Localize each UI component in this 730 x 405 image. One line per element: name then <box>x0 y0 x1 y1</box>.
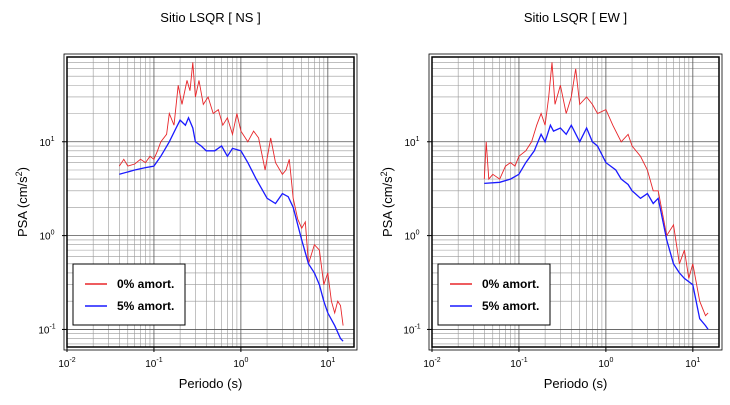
y-axis-label-part: PSA (cm/s <box>15 176 30 237</box>
plot-frame-outer <box>428 53 723 351</box>
y-tick-label: 10-1 <box>38 323 55 336</box>
series-line <box>483 62 709 317</box>
y-axis-label-part: PSA (cm/s <box>380 176 395 237</box>
tick-base: 10 <box>404 138 416 149</box>
legend-box <box>437 263 551 326</box>
legend-label: 0% amort. <box>117 277 174 291</box>
tick-base: 10 <box>145 359 157 370</box>
tick-base: 10 <box>38 325 50 336</box>
tick-exponent: 0 <box>51 230 55 237</box>
tick-base: 10 <box>598 359 610 370</box>
tick-base: 10 <box>510 359 522 370</box>
tick-exponent: -1 <box>521 357 527 364</box>
legend-label: 5% amort. <box>482 299 539 313</box>
tick-base: 10 <box>320 359 332 370</box>
y-axis-label: PSA (cm/s2) <box>14 167 30 237</box>
x-tick-label: 10-1 <box>510 357 527 370</box>
tick-exponent: -2 <box>69 357 75 364</box>
series-line <box>118 62 344 326</box>
x-tick-label: 100 <box>233 357 248 370</box>
y-axis-label: PSA (cm/s2) <box>379 167 395 237</box>
x-tick-label: 101 <box>685 357 700 370</box>
tick-base: 10 <box>423 359 435 370</box>
chart-title: Sitio LSQR [ NS ] <box>160 10 260 25</box>
series-line <box>484 123 709 330</box>
x-tick-label: 10-2 <box>58 357 75 370</box>
tick-base: 10 <box>39 232 51 243</box>
x-tick-label: 10-2 <box>423 357 440 370</box>
legend-box <box>72 263 186 326</box>
series-line <box>119 116 344 342</box>
tick-exponent: 0 <box>416 230 420 237</box>
tick-base: 10 <box>39 138 51 149</box>
tick-base: 10 <box>403 325 415 336</box>
tick-exponent: -1 <box>49 323 55 330</box>
tick-exponent: 1 <box>416 136 420 143</box>
x-tick-label: 10-1 <box>145 357 162 370</box>
y-tick-label: 101 <box>404 136 419 149</box>
tick-base: 10 <box>685 359 697 370</box>
tick-base: 10 <box>404 232 416 243</box>
plot-frame-outer <box>63 53 358 351</box>
x-axis-label: Periodo (s) <box>544 376 608 391</box>
tick-base: 10 <box>58 359 70 370</box>
tick-exponent: 1 <box>51 136 55 143</box>
y-axis-label-part: 2 <box>14 171 24 176</box>
y-tick-label: 100 <box>39 230 54 243</box>
y-tick-label: 100 <box>404 230 419 243</box>
plot-frame <box>66 56 355 348</box>
tick-exponent: -1 <box>156 357 162 364</box>
x-tick-label: 100 <box>598 357 613 370</box>
x-tick-label: 101 <box>320 357 335 370</box>
tick-exponent: 0 <box>244 357 248 364</box>
y-axis-label-part: 2 <box>379 171 389 176</box>
tick-exponent: 1 <box>696 357 700 364</box>
y-axis-label-part: ) <box>380 167 395 171</box>
plot-frame <box>431 56 720 348</box>
legend-label: 5% amort. <box>117 299 174 313</box>
y-tick-label: 10-1 <box>403 323 420 336</box>
x-axis-label: Periodo (s) <box>179 376 243 391</box>
y-axis-label-part: ) <box>15 167 30 171</box>
tick-exponent: -2 <box>434 357 440 364</box>
legend-label: 0% amort. <box>482 277 539 291</box>
y-tick-label: 101 <box>39 136 54 149</box>
chart-title: Sitio LSQR [ EW ] <box>524 10 627 25</box>
tick-exponent: 1 <box>331 357 335 364</box>
tick-exponent: 0 <box>609 357 613 364</box>
tick-base: 10 <box>233 359 245 370</box>
tick-exponent: -1 <box>414 323 420 330</box>
